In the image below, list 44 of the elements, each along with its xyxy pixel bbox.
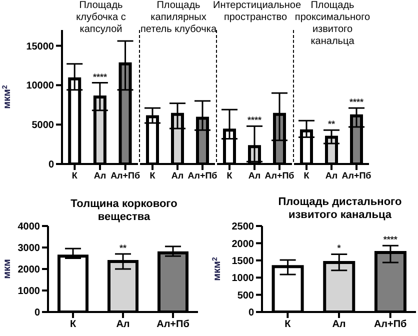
x-tick-label: К	[150, 170, 156, 180]
y-tick-label: 5000	[32, 120, 54, 132]
x-tick-label: К	[70, 319, 77, 330]
annotation: **	[328, 119, 336, 130]
x-tick-label: К	[284, 319, 292, 330]
y-tick-label: 1000	[232, 273, 254, 284]
x-tick-label: Ал	[116, 319, 130, 330]
x-tick-label: К	[226, 170, 233, 180]
y-tick-label: 500	[237, 290, 254, 302]
x-tick-label: Ал	[171, 170, 184, 180]
x-tick-label: Ал	[248, 170, 261, 180]
x-tick-label: К	[304, 170, 310, 180]
x-tick-label: Ал	[332, 319, 346, 330]
y-tick-label: 4000	[18, 222, 40, 233]
chart-title: Площадь дистального извитого канальца	[277, 196, 403, 222]
y-tick-label: 0	[34, 308, 40, 319]
annotation: ****	[247, 115, 262, 126]
x-tick-label: Ал+Пб	[188, 170, 218, 180]
x-tick-label: Ал+Пб	[342, 170, 372, 180]
annotation: **	[119, 242, 127, 253]
y-tick-label: 0	[248, 308, 254, 319]
y-tick-label: 2000	[232, 238, 254, 250]
y-tick-label: 2000	[18, 264, 40, 276]
chart-title: Толщина коркового вещества	[70, 198, 178, 224]
x-tick-label: К	[72, 170, 78, 180]
y-tick-label: 2500	[232, 222, 254, 233]
y-tick-label: 10000	[26, 80, 54, 92]
x-tick-label: Ал+Пб	[156, 319, 190, 330]
x-tick-label: Ал	[94, 170, 106, 180]
y-tick-label: 1500	[232, 256, 254, 267]
annotation: ****	[349, 97, 364, 108]
annotation: *	[337, 243, 342, 254]
x-tick-label: Ал+Пб	[110, 170, 141, 180]
x-tick-label: Ал+Пб	[374, 319, 407, 330]
annotation: ****	[92, 72, 108, 82]
y-tick-label: 3000	[18, 243, 40, 254]
y-axis-title: мкм	[2, 259, 13, 279]
y-tick-label: 15000	[26, 41, 54, 52]
x-tick-label: Ал	[325, 170, 338, 180]
y-tick-label: 0	[48, 160, 54, 171]
x-tick-label: Ал+Пб	[264, 170, 295, 180]
annotation: ****	[383, 234, 398, 245]
chart-title: Площадь клубочка с капсулой	[76, 0, 126, 35]
y-tick-label: 1000	[18, 286, 40, 298]
